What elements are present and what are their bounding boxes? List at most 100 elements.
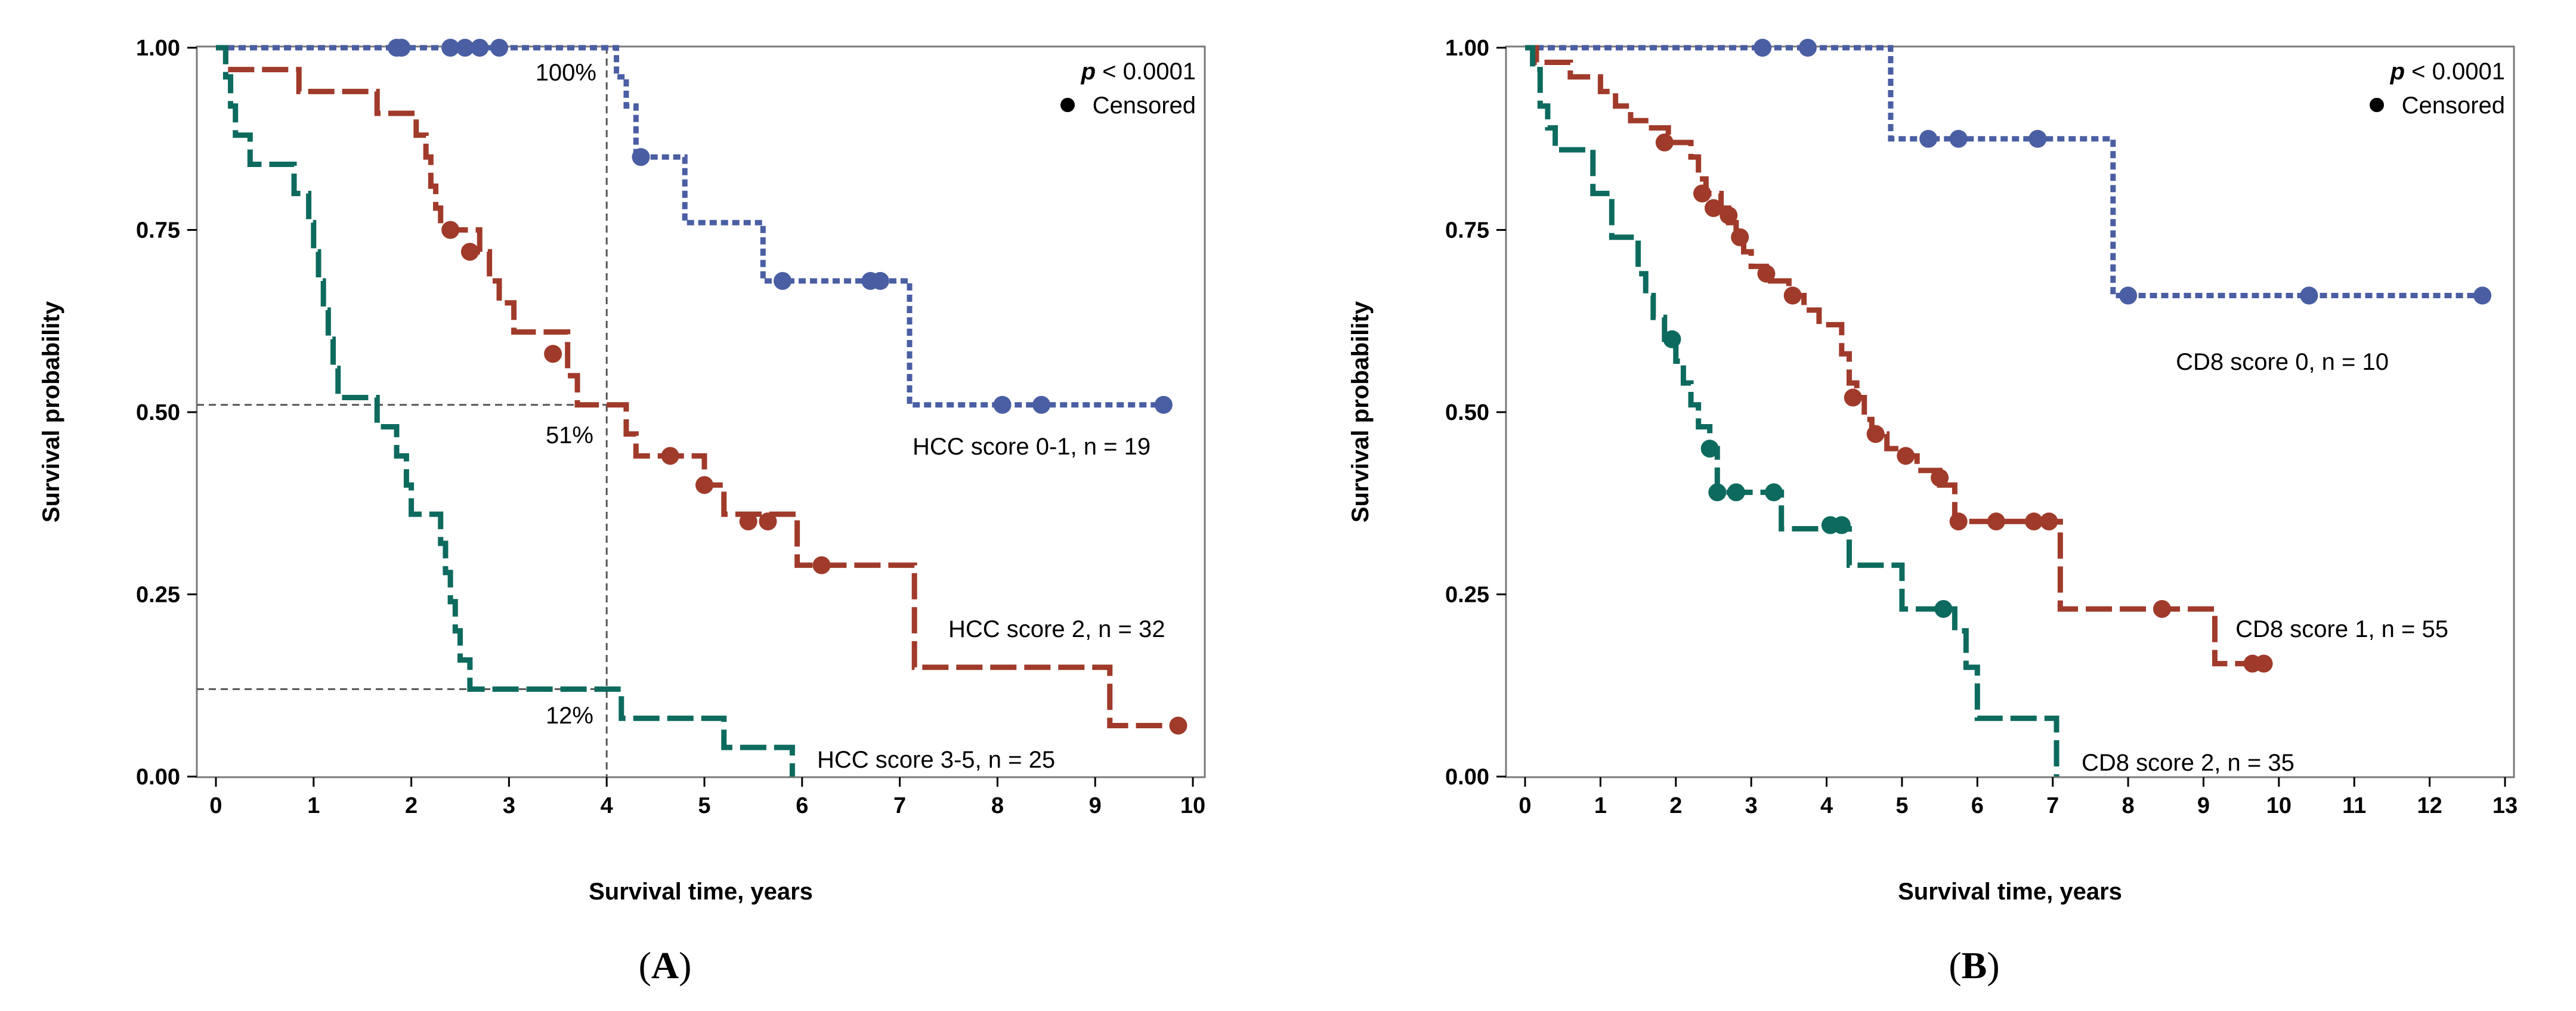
censored-marker: [1169, 716, 1188, 735]
survival-curve-3: [216, 45, 795, 777]
p-value: p < 0.0001: [1081, 58, 1196, 85]
x-tick-label: 8: [991, 793, 1004, 818]
x-tick-label: 9: [2197, 793, 2210, 818]
series-label-3: HCC score 3-5, n = 25: [817, 747, 1055, 773]
censored-marker: [2119, 286, 2138, 305]
y-tick-label: 0.00: [1445, 765, 1489, 790]
percent-annotation: 51%: [546, 422, 593, 449]
censored-marker: [1919, 129, 1938, 148]
censored-marker: [1783, 286, 1802, 305]
survival-curve-3: [1525, 45, 2059, 777]
x-tick-label: 10: [2266, 793, 2292, 818]
plot-frame: [196, 45, 1206, 778]
censored-marker: [1700, 440, 1719, 458]
y-axis-label: Survival probability: [38, 301, 64, 522]
plot-frame: [1505, 45, 2515, 778]
km-panel-a: 0 1 2 3 4 5 6 7 8 9 10 0.00 0.25 0.50 0.75 1.00 Survival…: [38, 36, 1206, 987]
censored-marker: [1949, 512, 1968, 531]
panel-letter: A: [651, 944, 679, 987]
x-tick-label: 13: [2492, 793, 2518, 818]
series-label-3: CD8 score 2, n = 35: [2082, 750, 2294, 776]
panel-paren: (: [639, 944, 651, 987]
y-tick-label: 0.25: [1445, 583, 1489, 608]
censored-marker: [774, 272, 792, 290]
x-tick-label: 11: [2342, 793, 2366, 818]
p-value-text: < 0.0001: [1096, 58, 1196, 85]
y-tick-label: 0.50: [1445, 400, 1489, 425]
censored-marker: [2153, 599, 2171, 618]
series-label-1: CD8 score 0, n = 10: [2176, 349, 2389, 375]
censored-marker: [1757, 264, 1776, 283]
censored-marker: [1987, 512, 2005, 531]
panel-caption: (B): [1949, 944, 1999, 987]
censored-marker: [1934, 599, 1953, 618]
censored-marker: [441, 39, 460, 57]
censored-legend-label: Censored: [1093, 92, 1196, 119]
y-axis-label: Survival probability: [1347, 301, 1374, 522]
censored-marker: [1832, 516, 1851, 534]
censored-marker: [544, 345, 562, 363]
censored-marker: [1897, 447, 1915, 465]
x-tick-label: 2: [405, 793, 418, 818]
p-symbol: p: [1081, 58, 1096, 85]
censored-marker: [1655, 133, 1674, 152]
x-tick-label: 0: [209, 793, 222, 818]
censored-marker: [1931, 468, 1949, 487]
censored-marker: [1765, 483, 1783, 502]
y-tick-label: 0.50: [136, 400, 180, 425]
panel-letter: B: [1962, 944, 1987, 987]
censored-marker: [1844, 388, 1862, 407]
survival-curve-1: [1525, 45, 2483, 298]
censored-marker: [1866, 425, 1885, 443]
censored-marker: [812, 556, 831, 574]
series-label-2: HCC score 2, n = 32: [948, 616, 1165, 642]
x-tick-label: 10: [1180, 793, 1205, 818]
censored-marker: [456, 39, 474, 57]
x-tick-label: 3: [1745, 793, 1758, 818]
censored-marker: [1154, 395, 1173, 414]
x-tick-label: 12: [2417, 793, 2442, 818]
censored-marker: [1708, 483, 1727, 502]
censored-marker: [490, 39, 509, 57]
p-symbol: p: [2390, 58, 2405, 85]
censored-marker: [1727, 483, 1745, 502]
censored-marker: [1720, 206, 1738, 225]
censored-marker: [632, 148, 650, 166]
percent-annotation: 12%: [546, 703, 593, 729]
p-value: p < 0.0001: [2390, 58, 2505, 85]
y-tick-label: 0.25: [136, 583, 180, 608]
censored-marker: [871, 272, 889, 290]
x-tick-label: 5: [698, 793, 710, 818]
x-tick-label: 3: [503, 793, 515, 818]
percent-annotation: 100%: [536, 60, 596, 86]
survival-curve-2: [216, 45, 1174, 728]
censored-legend-label: Censored: [2402, 92, 2505, 119]
censored-marker: [993, 395, 1012, 414]
km-panel-b: 0 1 2 3 4 5 6 7 8 9 10 11 12 130.000.250.500.751.00Su…: [1347, 36, 2518, 987]
censored-marker: [1693, 184, 1712, 203]
x-axis-label: Survival time, years: [1898, 879, 2122, 905]
series-label-1: HCC score 0-1, n = 19: [913, 434, 1151, 460]
x-tick-label: 2: [1669, 793, 1682, 818]
panel-paren: ): [1987, 944, 1999, 987]
censored-marker: [2255, 654, 2273, 673]
x-tick-label: 1: [1594, 793, 1607, 818]
survival-curve-1: [216, 45, 1164, 408]
panel-caption: (A): [639, 944, 692, 987]
panel-paren: ): [679, 944, 691, 987]
y-tick-label: 0.75: [136, 218, 180, 243]
x-tick-label: 8: [2122, 793, 2135, 818]
x-tick-label: 4: [601, 793, 613, 818]
y-tick-label: 1.00: [1445, 36, 1489, 61]
panel-paren: (: [1949, 944, 1961, 987]
x-tick-label: 5: [1895, 793, 1908, 818]
x-tick-label: 7: [2046, 793, 2059, 818]
survival-curve-2: [1525, 45, 2268, 667]
censored-marker: [1798, 39, 1817, 57]
censored-marker: [2300, 286, 2318, 305]
censored-marker: [1731, 228, 1749, 246]
censored-marker: [1949, 129, 1968, 148]
x-tick-label: 6: [1971, 793, 1984, 818]
censored-marker: [2028, 129, 2047, 148]
